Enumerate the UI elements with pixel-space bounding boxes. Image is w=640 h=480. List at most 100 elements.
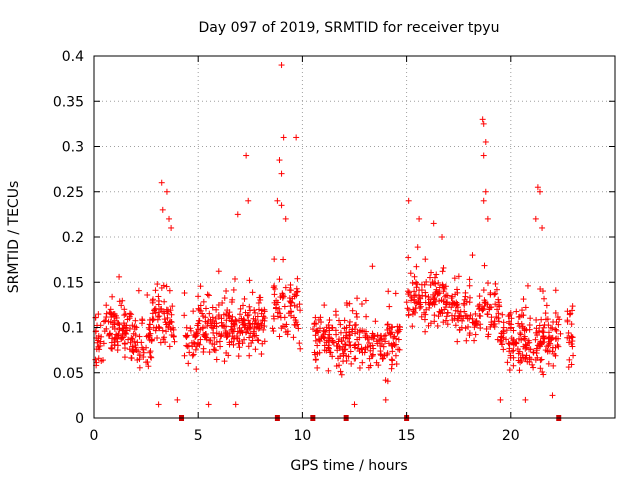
data-point — [550, 362, 557, 369]
data-point — [539, 224, 546, 231]
data-point — [545, 329, 552, 336]
data-point — [516, 313, 523, 320]
y-tick-label: 0.3 — [62, 140, 84, 156]
data-point — [100, 340, 107, 347]
data-point — [385, 340, 392, 347]
data-point — [480, 120, 487, 127]
data-point — [409, 323, 416, 330]
data-point — [280, 134, 287, 141]
data-point — [222, 327, 229, 334]
data-point — [396, 346, 403, 353]
data-point — [487, 323, 494, 330]
data-point — [281, 314, 288, 321]
data-point — [566, 339, 573, 346]
data-point — [377, 348, 384, 355]
data-point — [534, 332, 541, 339]
data-point — [202, 305, 209, 312]
data-point — [241, 336, 248, 343]
data-point — [121, 345, 128, 352]
data-point — [185, 342, 192, 349]
data-point — [122, 311, 129, 318]
data-point — [311, 349, 318, 356]
data-point — [392, 290, 399, 297]
data-point — [422, 328, 429, 335]
data-point — [542, 347, 549, 354]
data-point — [271, 256, 278, 263]
data-point — [405, 291, 412, 298]
data-point — [211, 334, 218, 341]
data-point — [197, 326, 204, 333]
data-point — [309, 326, 316, 333]
data-point — [564, 308, 571, 315]
data-point — [116, 326, 123, 333]
data-point — [158, 179, 165, 186]
data-point — [443, 313, 450, 320]
data-point — [498, 334, 505, 341]
data-point — [241, 295, 248, 302]
data-point — [378, 333, 385, 340]
data-point — [371, 333, 378, 340]
data-point — [97, 338, 104, 345]
data-point — [436, 290, 443, 297]
data-point — [213, 306, 220, 313]
data-point — [95, 311, 102, 318]
data-point — [414, 244, 421, 251]
data-point — [568, 321, 575, 328]
data-point — [443, 300, 450, 307]
data-point — [495, 315, 502, 322]
data-point — [287, 281, 294, 288]
data-point — [522, 396, 529, 403]
data-point — [537, 285, 544, 292]
data-point — [532, 336, 539, 343]
data-point — [189, 352, 196, 359]
data-point — [351, 401, 358, 408]
data-point — [429, 300, 436, 307]
data-point — [431, 318, 438, 325]
data-point — [569, 338, 576, 345]
data-point — [223, 311, 230, 318]
data-point — [321, 335, 328, 342]
data-point — [217, 343, 224, 350]
data-point — [510, 347, 517, 354]
data-point — [378, 340, 385, 347]
data-point — [321, 302, 328, 309]
data-point — [448, 295, 455, 302]
data-point — [114, 338, 121, 345]
data-point — [163, 306, 170, 313]
data-point — [196, 306, 203, 313]
data-point — [123, 330, 130, 337]
data-point — [193, 332, 200, 339]
data-point — [338, 371, 345, 378]
data-point — [185, 360, 192, 367]
data-point — [231, 322, 238, 329]
data-point — [460, 300, 467, 307]
data-point — [271, 315, 278, 322]
data-point — [388, 329, 395, 336]
data-point — [277, 294, 284, 301]
data-point — [565, 329, 572, 336]
data-point — [413, 263, 420, 270]
data-point — [245, 311, 252, 318]
data-point — [312, 332, 319, 339]
data-point — [439, 268, 446, 275]
data-point — [405, 254, 412, 261]
data-point — [200, 298, 207, 305]
data-point — [462, 289, 469, 296]
data-point — [145, 332, 152, 339]
data-point — [164, 314, 171, 321]
data-point — [200, 348, 207, 355]
data-point — [523, 344, 530, 351]
data-point — [328, 335, 335, 342]
data-point — [542, 310, 549, 317]
data-point — [92, 314, 99, 321]
data-point — [428, 269, 435, 276]
data-point — [545, 322, 552, 329]
data-point — [95, 337, 102, 344]
data-point — [500, 346, 507, 353]
data-point — [522, 304, 529, 311]
data-point — [154, 281, 161, 288]
data-point — [467, 294, 474, 301]
data-point — [255, 325, 262, 332]
data-point — [240, 302, 247, 309]
data-point — [107, 310, 114, 317]
